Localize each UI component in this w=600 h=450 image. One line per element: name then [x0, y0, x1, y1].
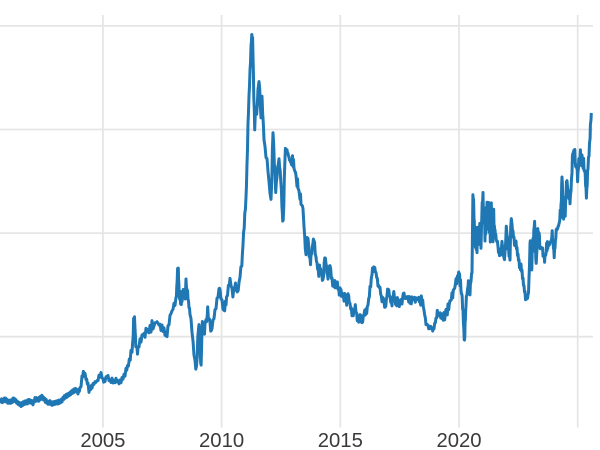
svg-text:2020: 2020 — [436, 430, 481, 450]
svg-text:2010: 2010 — [199, 430, 244, 450]
svg-text:2015: 2015 — [318, 430, 363, 450]
svg-text:2005: 2005 — [80, 430, 125, 450]
